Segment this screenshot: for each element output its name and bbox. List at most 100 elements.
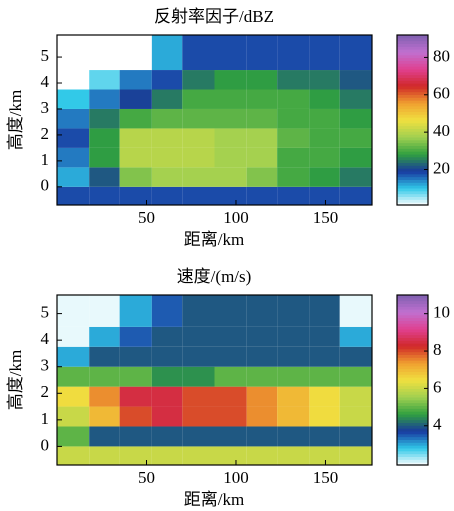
heatmap: [57, 295, 372, 465]
heatmap-cell: [277, 186, 310, 205]
heatmap-cell: [309, 386, 340, 407]
colorbar-tick-label: 20: [433, 158, 450, 177]
heatmap-cell: [214, 295, 247, 327]
heatmap-cell: [182, 346, 215, 367]
colorbar-segment: [397, 114, 428, 118]
y-tick-label: 5: [41, 46, 50, 65]
colorbar-segment: [397, 300, 428, 304]
colorbar-segment: [397, 462, 428, 466]
heatmap-cell: [119, 326, 152, 347]
colorbar-segment: [397, 414, 428, 418]
colorbar-segment: [397, 391, 428, 395]
heatmap-cell: [151, 167, 183, 187]
heatmap-cell: [151, 366, 183, 387]
heatmap-cell: [89, 386, 120, 407]
heatmap-cell: [89, 406, 120, 427]
heatmap-cell: [277, 89, 310, 109]
colorbar-segment: [397, 131, 428, 135]
heatmap-cell: [89, 35, 120, 71]
colorbar-segment: [397, 69, 428, 73]
heatmap-cell: [182, 128, 215, 148]
colorbar-segment: [397, 156, 428, 161]
colorbar-segment: [397, 326, 428, 330]
heatmap-cell: [151, 386, 183, 407]
heatmap-cell: [246, 35, 278, 71]
heatmap-cell: [57, 295, 90, 327]
colorbar-segment: [397, 357, 428, 361]
colorbar-segment: [397, 382, 428, 387]
colorbar-tick-label: 80: [433, 46, 450, 65]
colorbar-segment: [397, 86, 428, 90]
colorbar-segment: [397, 134, 428, 138]
colorbar-frame: [396, 34, 429, 206]
colorbar-tick-label: 10: [433, 303, 450, 322]
heatmap-cell: [182, 446, 215, 465]
colorbar-segment: [397, 196, 428, 200]
chart-title: 反射率因子/dBZ: [154, 7, 274, 26]
colorbar-segment: [397, 448, 428, 452]
colorbar-tick-label: 40: [433, 121, 450, 140]
heatmap-cell: [339, 295, 372, 327]
colorbar-segment: [397, 57, 428, 61]
y-axis-label: 高度/km: [6, 90, 25, 150]
heatmap-cell: [309, 147, 340, 168]
colorbar-segment: [397, 459, 428, 463]
colorbar-segment: [397, 173, 428, 178]
colorbar-segment: [397, 151, 428, 155]
heatmap-cell: [89, 426, 120, 447]
heatmap-cell: [246, 186, 278, 205]
heatmap-cell: [214, 35, 247, 71]
plot-frame: [56, 294, 373, 466]
colorbar-segment: [397, 52, 428, 56]
colorbar-segment: [397, 419, 428, 423]
colorbar-tick-label: 4: [433, 415, 442, 434]
heatmap-cell: [277, 326, 310, 347]
colorbar-segment: [397, 168, 428, 172]
heatmap-cell: [89, 70, 120, 90]
heatmap-cell: [182, 295, 215, 327]
heatmap-cell: [151, 70, 183, 90]
heatmap-cell: [309, 366, 340, 387]
heatmap-cell: [57, 446, 90, 465]
colorbar-segment: [397, 120, 428, 124]
heatmap-cell: [119, 346, 152, 367]
heatmap-cell: [246, 426, 278, 447]
heatmap-cell: [151, 186, 183, 205]
heatmap-cell: [339, 406, 372, 427]
heatmap-cell: [277, 147, 310, 168]
colorbar-segment: [397, 317, 428, 321]
colorbar-segment: [397, 309, 428, 313]
y-tick-label: 1: [41, 409, 50, 428]
colorbar-segment: [397, 380, 428, 384]
colorbar-segment: [397, 388, 428, 392]
heatmap-cell: [339, 346, 372, 367]
y-tick-label: 0: [41, 435, 50, 454]
colorbar-segment: [397, 179, 428, 183]
heatmap: [57, 35, 372, 205]
heatmap-cell: [277, 426, 310, 447]
heatmap-cell: [151, 147, 183, 168]
heatmap-cell: [309, 128, 340, 148]
colorbar-segment: [397, 49, 428, 53]
colorbar-segment: [397, 323, 428, 327]
heatmap-cell: [57, 366, 90, 387]
y-tick-label: 4: [41, 329, 50, 348]
colorbar-segment: [397, 340, 428, 344]
heatmap-cell: [309, 326, 340, 347]
heatmap-cell: [151, 406, 183, 427]
colorbar-segment: [397, 405, 428, 409]
colorbar-segment: [397, 103, 428, 107]
colorbar-segment: [397, 402, 428, 406]
colorbar-segment: [397, 306, 428, 310]
colorbar-segment: [397, 453, 428, 457]
colorbar-segment: [397, 295, 428, 299]
heatmap-cell: [214, 186, 247, 205]
x-tick-label: 150: [313, 468, 339, 487]
plot-frame: [56, 34, 373, 206]
heatmap-cell: [182, 35, 215, 71]
colorbar-segment: [397, 297, 428, 302]
heatmap-cell: [57, 186, 90, 205]
heatmap-cell: [57, 70, 90, 90]
heatmap-cell: [89, 147, 120, 168]
